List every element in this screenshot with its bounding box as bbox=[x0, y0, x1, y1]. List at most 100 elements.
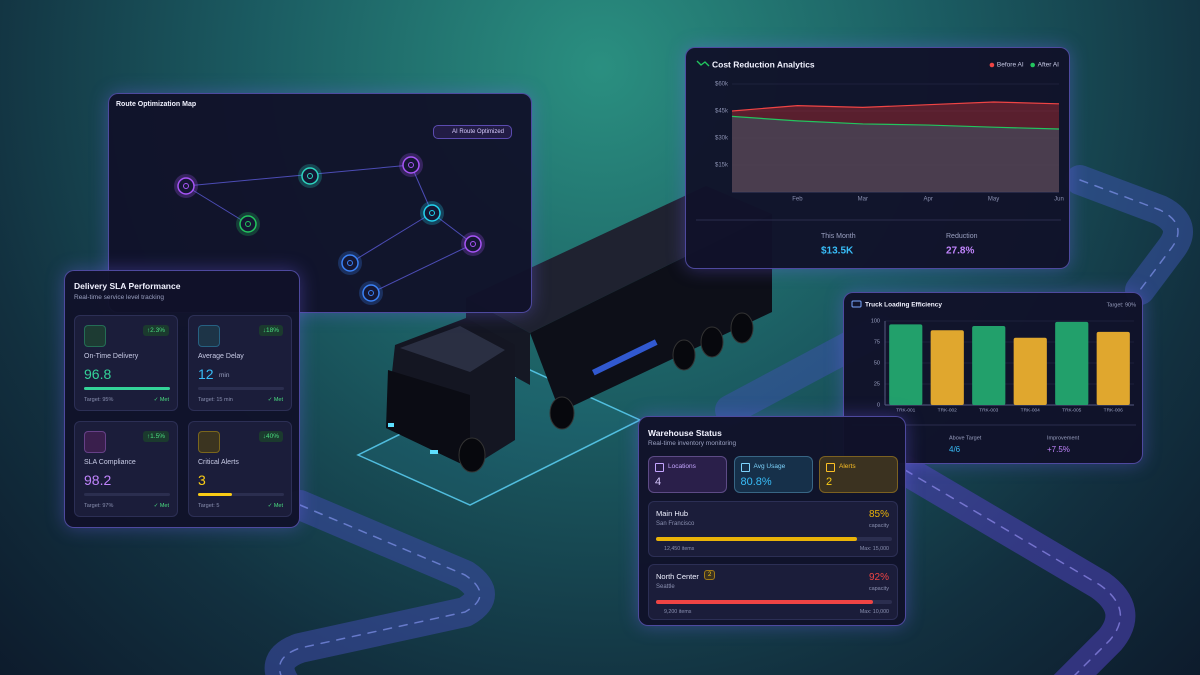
x-tick-label: TRK-001 bbox=[896, 407, 916, 413]
metric-value: 3 bbox=[198, 472, 206, 488]
legend-label: After AI bbox=[1038, 62, 1060, 69]
y-tick-label: 25 bbox=[874, 381, 880, 387]
panel-subtitle: Real-time service level tracking bbox=[74, 294, 164, 301]
x-tick-label: TRK-006 bbox=[1104, 407, 1124, 413]
metric-status: ✓ Met bbox=[267, 397, 283, 403]
metric-label: Critical Alerts bbox=[198, 459, 239, 466]
metric-icon bbox=[84, 431, 106, 453]
metric-icon bbox=[198, 431, 220, 453]
route-node bbox=[423, 204, 441, 222]
metric-change: ↑1.5% bbox=[142, 431, 169, 442]
route-node-dot bbox=[183, 183, 189, 189]
chart-title: Cost Reduction Analytics bbox=[712, 59, 815, 69]
bar bbox=[889, 324, 923, 405]
stat-value: 80.8% bbox=[740, 476, 772, 488]
panel-subtitle: Real-time inventory monitoring bbox=[648, 440, 737, 447]
metric-change: ↑2.3% bbox=[142, 325, 169, 336]
panel-title: Route Optimization Map bbox=[116, 101, 197, 108]
capacity-bar bbox=[656, 600, 874, 604]
stat-icon bbox=[826, 463, 835, 472]
route-node-dot bbox=[470, 241, 476, 247]
stat-label: Improvement bbox=[1047, 435, 1080, 441]
metric-target: Target: 95% bbox=[84, 397, 114, 403]
badge-text: AI Route Optimized bbox=[452, 129, 505, 135]
stat-label: Reduction bbox=[946, 233, 978, 240]
stat-label: Locations bbox=[668, 463, 696, 470]
warehouse-panel: Warehouse Status Real-time inventory mon… bbox=[638, 416, 906, 626]
x-tick-label: TRK-003 bbox=[979, 407, 999, 413]
route-badge[interactable]: AI Route Optimized bbox=[433, 125, 513, 139]
metric-status: ✓ Met bbox=[153, 397, 169, 403]
x-tick-label: Apr bbox=[924, 197, 933, 203]
metric-value: 12 bbox=[198, 366, 214, 382]
route-node bbox=[362, 284, 380, 302]
route-node bbox=[402, 156, 420, 174]
stat-value: $13.5K bbox=[821, 246, 854, 257]
metric-icon bbox=[84, 325, 106, 347]
stat-value: +7.5% bbox=[1047, 445, 1070, 454]
area bbox=[732, 116, 1059, 192]
metric-status: ✓ Met bbox=[153, 503, 169, 509]
metric-target: Target: 97% bbox=[84, 503, 114, 509]
metric-status: ✓ Met bbox=[267, 503, 283, 509]
metric-target: Target: 15 min bbox=[198, 397, 233, 403]
hub-name: North Center bbox=[656, 572, 699, 581]
x-tick-label: Feb bbox=[792, 197, 803, 203]
x-tick-label: TRK-002 bbox=[938, 407, 958, 413]
stat-box: Alerts 2 bbox=[819, 456, 898, 493]
hub-name: Main Hub bbox=[656, 509, 689, 518]
chart-subtitle: Target: 90% bbox=[1107, 302, 1136, 308]
stat-label: Alerts bbox=[839, 463, 856, 470]
stat-value: 2 bbox=[826, 476, 833, 488]
metric-card: ↓18% Average Delay 12 min Target: 15 min ✓ Me… bbox=[188, 315, 292, 411]
stat-box: Avg Usage 80.8% bbox=[733, 456, 813, 493]
hub-city: San Francisco bbox=[656, 521, 695, 527]
route-node-dot bbox=[245, 221, 251, 227]
panel-title: Delivery SLA Performance bbox=[74, 281, 181, 291]
bar bbox=[972, 326, 1006, 405]
legend-swatch bbox=[989, 62, 995, 68]
metric-value: 98.2 bbox=[84, 472, 112, 488]
route-node bbox=[177, 177, 195, 195]
metric-card: ↑2.3% On-Time Delivery 96.8 Target: 95% ✓ Me… bbox=[74, 315, 178, 411]
metric-change: ↓18% bbox=[258, 325, 283, 336]
progress-track bbox=[198, 493, 284, 496]
y-tick-label: $30k bbox=[715, 136, 729, 142]
metric-card: ↓40% Critical Alerts 3 Target: 5 ✓ Met bbox=[188, 421, 292, 517]
progress-bar bbox=[84, 387, 170, 390]
stat-value: 27.8% bbox=[946, 246, 974, 257]
metric-change: ↓40% bbox=[258, 431, 283, 442]
x-tick-label: TRK-004 bbox=[1021, 407, 1041, 413]
hub-card: North Center 2 Seattle 92% capacity 9,200 ite… bbox=[648, 564, 898, 620]
stat-box: Locations 4 bbox=[648, 456, 727, 493]
route-node-dot bbox=[307, 173, 313, 179]
route-map bbox=[174, 153, 485, 305]
route-node bbox=[464, 235, 482, 253]
y-tick-label: 75 bbox=[874, 339, 880, 345]
y-tick-label: 50 bbox=[874, 360, 880, 366]
progress-track bbox=[84, 493, 170, 496]
line bbox=[731, 101, 1060, 112]
sla-panel: Delivery SLA Performance Real-time servi… bbox=[64, 270, 300, 528]
metric-card: ↑1.5% SLA Compliance 98.2 Target: 97% ✓ Met bbox=[74, 421, 178, 517]
y-tick-label: $60k bbox=[715, 82, 729, 88]
legend-swatch bbox=[1030, 62, 1035, 68]
metric-unit: min bbox=[219, 372, 230, 379]
metric-target: Target: 5 bbox=[198, 503, 220, 509]
metric-value: 96.8 bbox=[84, 366, 112, 382]
hub-max: Max: 15,000 bbox=[859, 546, 889, 552]
hub-capacity-caption: capacity bbox=[868, 586, 889, 592]
bar bbox=[1055, 321, 1089, 405]
route-node-dot bbox=[408, 162, 414, 168]
progress-bar bbox=[198, 493, 233, 496]
hub-card: Main Hub San Francisco 85% capacity 12,450 i… bbox=[648, 501, 898, 557]
stat-label: Above Target bbox=[949, 435, 982, 441]
stat-value: 4/6 bbox=[949, 445, 961, 454]
x-tick-label: May bbox=[988, 197, 999, 203]
bar bbox=[930, 330, 964, 405]
line bbox=[731, 115, 1060, 130]
bar bbox=[1013, 337, 1047, 405]
hub-capacity: 85% bbox=[868, 509, 889, 520]
y-tick-label: 100 bbox=[871, 318, 880, 324]
